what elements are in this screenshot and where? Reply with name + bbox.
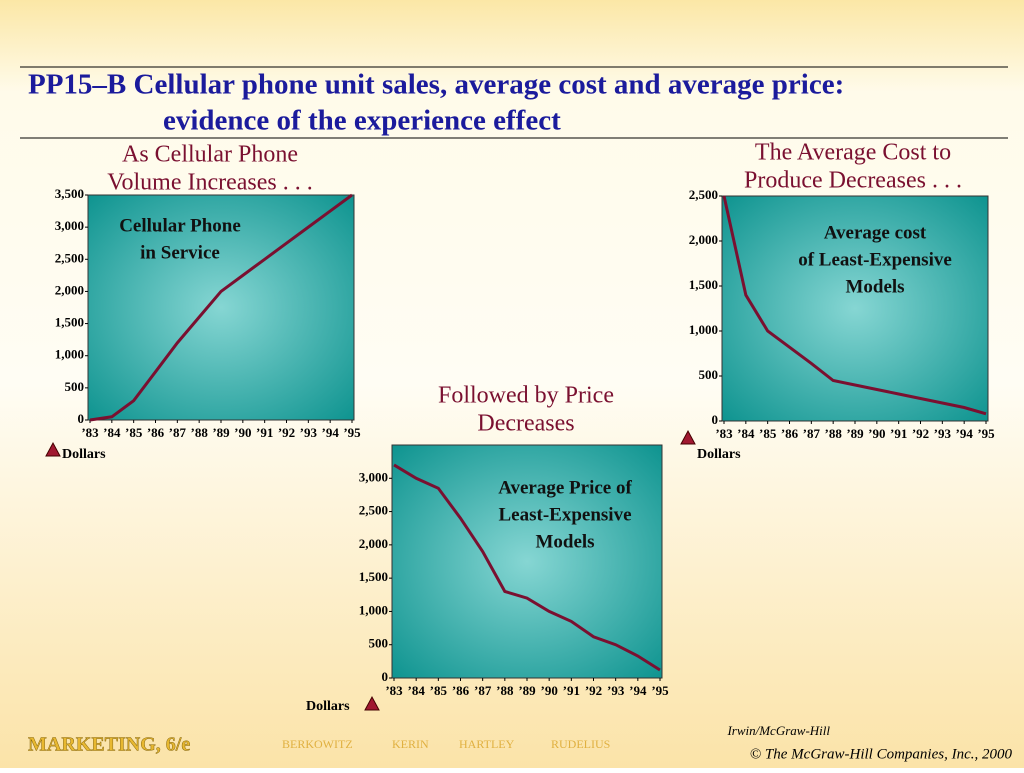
chart-title: Produce Decreases . . . <box>744 168 962 194</box>
y-tick-label: 2,000 <box>689 232 718 247</box>
x-tick-label: ’87 <box>474 683 492 698</box>
x-tick-label: ’93 <box>607 683 625 698</box>
x-tick-label: ’95 <box>343 425 361 440</box>
y-axis-label: Dollars <box>62 447 106 462</box>
data-line <box>722 195 987 416</box>
x-tick-label: ’85 <box>430 683 448 698</box>
y-tick-label: 500 <box>369 636 389 651</box>
plot-area <box>87 194 355 421</box>
x-tick-label: ’84 <box>407 683 425 698</box>
x-tick-label: ’92 <box>585 683 602 698</box>
y-tick-label: 3,000 <box>359 469 388 484</box>
annotation: Average Price of <box>498 477 632 498</box>
x-tick-label: ’89 <box>212 425 230 440</box>
chart-title: The Average Cost to <box>755 140 951 166</box>
x-tick-label: ’84 <box>737 426 755 441</box>
y-tick-label: 1,500 <box>359 569 388 584</box>
y-tick-label: 0 <box>382 669 389 684</box>
x-tick-label: ’89 <box>846 426 864 441</box>
y-tick-label: 2,500 <box>55 250 84 265</box>
y-tick-label: 2,500 <box>689 187 718 202</box>
x-tick-label: ’83 <box>81 425 99 440</box>
chart-title: Decreases <box>477 411 574 437</box>
author: BERKOWITZ <box>282 737 353 751</box>
y-tick-label: 2,000 <box>55 282 84 297</box>
y-tick-label: 0 <box>712 412 719 427</box>
y-tick-label: 3,500 <box>55 186 84 201</box>
x-tick-label: ’86 <box>452 683 470 698</box>
y-tick-label: 500 <box>65 379 85 394</box>
y-tick-label: 1,000 <box>359 602 388 617</box>
slide-title: PP15–B Cellular phone unit sales, averag… <box>28 69 844 101</box>
x-tick-label: ’93 <box>934 426 952 441</box>
x-tick-label: ’92 <box>278 425 295 440</box>
triangle <box>45 441 61 457</box>
data-line <box>89 193 353 422</box>
x-tick-label: ’87 <box>803 426 821 441</box>
y-axis-label: Dollars <box>306 699 350 714</box>
x-tick-label: ’88 <box>824 426 842 441</box>
x-tick-label: ’91 <box>563 683 580 698</box>
x-tick-label: ’86 <box>781 426 799 441</box>
footer-left: MARKETING, 6/e <box>28 734 190 756</box>
y-tick-label: 1,500 <box>55 315 84 330</box>
y-tick-label: 1,000 <box>55 347 84 362</box>
x-tick-label: ’83 <box>385 683 403 698</box>
x-tick-label: ’83 <box>715 426 733 441</box>
x-tick-label: ’91 <box>890 426 907 441</box>
x-tick-label: ’92 <box>912 426 929 441</box>
x-tick-label: ’84 <box>103 425 121 440</box>
x-tick-label: ’93 <box>300 425 318 440</box>
y-axis-label: Dollars <box>697 447 741 462</box>
x-tick-label: ’89 <box>518 683 536 698</box>
author: KERIN <box>392 737 429 751</box>
annotation: Models <box>535 531 594 552</box>
x-tick-label: ’95 <box>977 426 995 441</box>
x-tick-label: ’95 <box>651 683 669 698</box>
slide-title: evidence of the experience effect <box>163 105 561 137</box>
x-tick-label: ’88 <box>496 683 514 698</box>
chart-title: Followed by Price <box>438 383 614 409</box>
triangle <box>364 695 380 711</box>
triangle <box>680 429 696 445</box>
x-tick-label: ’85 <box>125 425 143 440</box>
chart-title: As Cellular Phone <box>122 142 298 168</box>
x-tick-label: ’94 <box>629 683 647 698</box>
x-tick-label: ’90 <box>234 425 251 440</box>
annotation: Least-Expensive <box>499 504 632 525</box>
y-tick-label: 1,000 <box>689 322 718 337</box>
annotation: Cellular Phone <box>119 215 241 236</box>
x-tick-label: ’88 <box>190 425 208 440</box>
x-tick-label: ’94 <box>955 426 973 441</box>
annotation: in Service <box>140 242 220 263</box>
x-tick-label: ’85 <box>759 426 777 441</box>
y-tick-label: 1,500 <box>689 277 718 292</box>
x-tick-label: ’87 <box>169 425 187 440</box>
annotation: of Least-Expensive <box>798 249 952 270</box>
annotation: Models <box>845 276 904 297</box>
y-tick-label: 0 <box>78 411 85 426</box>
author: HARTLEY <box>459 737 515 751</box>
author: RUDELIUS <box>551 737 610 751</box>
x-tick-label: ’90 <box>540 683 557 698</box>
annotation: Average cost <box>824 222 927 243</box>
y-tick-label: 2,500 <box>359 503 388 518</box>
plot-area <box>391 444 663 679</box>
copyright: © The McGraw-Hill Companies, Inc., 2000 <box>750 746 1013 762</box>
chart-title: Volume Increases . . . <box>107 170 313 196</box>
publisher: Irwin/McGraw-Hill <box>726 723 830 738</box>
y-tick-label: 3,000 <box>55 218 84 233</box>
x-tick-label: ’90 <box>868 426 885 441</box>
data-line <box>393 463 661 672</box>
y-tick-label: 2,000 <box>359 536 388 551</box>
x-tick-label: ’91 <box>256 425 273 440</box>
y-tick-label: 500 <box>699 367 719 382</box>
x-tick-label: ’94 <box>321 425 339 440</box>
x-tick-label: ’86 <box>147 425 165 440</box>
